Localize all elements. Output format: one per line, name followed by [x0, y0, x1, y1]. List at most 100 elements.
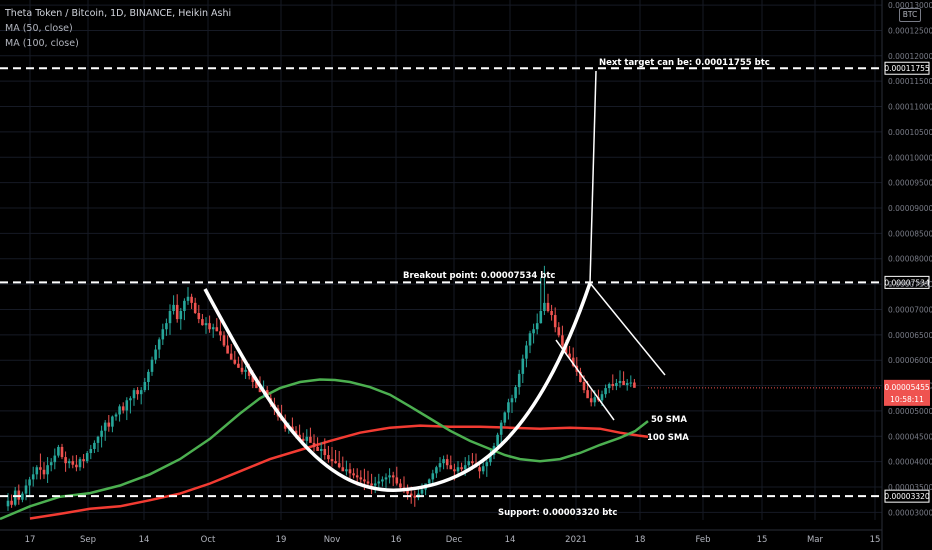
candle-body-113 — [413, 495, 417, 498]
candle-body-83 — [305, 436, 309, 441]
candle-body-8 — [35, 467, 39, 475]
ma100-label: 100 SMA — [647, 433, 689, 443]
candle-body-59 — [219, 331, 222, 336]
candle-body-33 — [125, 400, 129, 411]
candle-body-80 — [294, 430, 298, 435]
last-price-value: 0.00005455 — [884, 383, 930, 392]
ma100-legend[interactable]: MA (100, close) — [5, 38, 79, 49]
candle-body-3 — [17, 490, 21, 500]
y-tick-label-18: 0.00012000 — [888, 52, 932, 61]
candle-body-65 — [240, 367, 244, 372]
cup-arc-drawing — [203, 282, 592, 492]
y-tick-label-10: 0.00008000 — [888, 255, 932, 264]
candle-body-62 — [229, 353, 233, 360]
candle-body-128 — [467, 461, 471, 466]
candle-body-131 — [478, 467, 481, 472]
candle-body-115 — [420, 489, 424, 494]
candle-body-101 — [370, 483, 373, 486]
x-tick-label-7: Dec — [446, 535, 463, 545]
candle-body-12 — [49, 462, 53, 466]
candle-body-138 — [503, 412, 507, 423]
candle-body-137 — [499, 422, 503, 435]
candles — [6, 265, 636, 511]
candle-body-66 — [244, 369, 247, 372]
y-tick-label-12: 0.00009000 — [888, 204, 932, 213]
candle-body-39 — [147, 371, 150, 383]
chart-legend: Theta Token / Bitcoin, 1D, BINANCE, Heik… — [5, 6, 231, 51]
candle-body-103 — [377, 481, 381, 484]
candle-body-91 — [334, 461, 337, 464]
level-badge-text-2: 0.00003320 — [884, 492, 930, 501]
candle-body-2 — [13, 490, 17, 505]
ma50-legend[interactable]: MA (50, close) — [5, 23, 73, 34]
candle-body-69 — [255, 382, 258, 389]
candle-body-145 — [528, 333, 532, 346]
candle-body-28 — [107, 422, 111, 427]
candle-body-19 — [75, 464, 78, 468]
candle-body-18 — [71, 461, 75, 465]
currency-badge[interactable]: BTC — [899, 8, 921, 22]
y-tick-label-1: 0.00003500 — [888, 483, 932, 492]
candle-body-102 — [373, 483, 377, 486]
candle-body-120 — [438, 463, 442, 468]
y-tick-label-7: 0.00006500 — [888, 331, 932, 340]
y-tick-label-11: 0.00008500 — [888, 229, 932, 238]
candle-body-132 — [481, 466, 485, 472]
candle-body-87 — [319, 448, 323, 452]
candle-body-150 — [546, 302, 550, 311]
candle-body-133 — [485, 462, 489, 467]
candle-body-152 — [553, 315, 557, 328]
level-badge-text-1: 0.00007534 — [884, 278, 930, 287]
y-tick-label-6: 0.00006000 — [888, 356, 932, 365]
candle-body-25 — [96, 436, 100, 443]
candle-body-170 — [618, 380, 622, 384]
candle-body-119 — [435, 467, 438, 474]
candle-body-111 — [406, 489, 409, 494]
candle-body-37 — [139, 390, 143, 395]
candle-body-85 — [312, 442, 316, 447]
candle-body-106 — [388, 475, 391, 478]
candle-body-61 — [226, 345, 229, 354]
x-tick-label-5: Nov — [324, 535, 341, 545]
candle-body-21 — [82, 459, 85, 462]
level-annotation-0: Next target can be: 0.00011755 btc — [599, 58, 770, 68]
candle-body-139 — [507, 402, 510, 413]
price-axis[interactable]: 0.00003000 0.00003500 0.00004000 0.00004500… — [648, 0, 932, 550]
x-tick-label-2: 14 — [139, 535, 150, 545]
x-tick-label-0: 17 — [25, 535, 36, 545]
y-tick-label-20: 0.00013000 — [888, 1, 932, 10]
y-tick-label-0: 0.00003000 — [888, 508, 932, 517]
candle-body-45 — [168, 310, 172, 324]
candle-body-98 — [359, 477, 363, 480]
candle-body-107 — [391, 475, 395, 478]
x-tick-label-11: Feb — [695, 535, 710, 545]
symbol-title[interactable]: Theta Token / Bitcoin, 1D, BINANCE, Heik… — [5, 8, 232, 19]
ma50-label: 50 SMA — [651, 415, 687, 425]
candle-body-149 — [543, 302, 546, 311]
candle-body-11 — [46, 465, 49, 475]
x-tick-label-13: Mar — [807, 535, 824, 545]
candle-body-155 — [564, 345, 568, 354]
candle-body-41 — [154, 349, 157, 360]
candle-body-143 — [521, 358, 525, 374]
candle-body-58 — [215, 327, 219, 332]
candle-body-52 — [193, 302, 197, 314]
y-tick-label-3: 0.00004500 — [888, 432, 932, 441]
candle-body-88 — [323, 448, 327, 456]
candle-body-0 — [6, 500, 10, 507]
time-axis[interactable]: 17 Sep 14 Oct 19 Nov 16 Dec 14 2021 18 Feb 15 Mar 15 — [0, 529, 882, 545]
candle-body-46 — [172, 304, 175, 311]
candle-body-127 — [463, 465, 467, 470]
candle-body-129 — [471, 461, 474, 464]
candle-body-82 — [301, 438, 305, 441]
candle-body-47 — [175, 304, 179, 320]
candle-body-156 — [568, 353, 571, 358]
handle-line-lower — [555, 339, 615, 421]
y-tick-label-2: 0.00004000 — [888, 458, 932, 467]
candle-body-172 — [625, 383, 629, 386]
candle-body-30 — [114, 414, 118, 417]
candle-body-174 — [633, 382, 636, 388]
candle-body-44 — [165, 323, 168, 330]
candle-body-153 — [557, 327, 561, 336]
